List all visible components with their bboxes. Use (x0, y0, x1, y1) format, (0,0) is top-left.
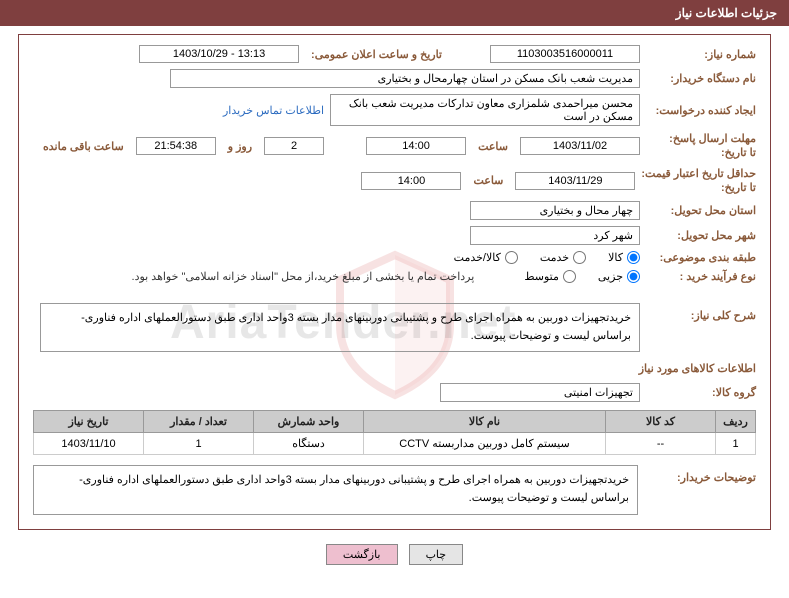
category-goods-radio[interactable] (627, 251, 640, 264)
buyer-desc-field: خریدتجهیزات دوربین به همراه اجرای طرح و … (33, 465, 638, 514)
col-qty-header: تعداد / مقدار (144, 411, 254, 433)
days-and-label: روز و (222, 140, 258, 153)
process-medium-radio[interactable] (563, 270, 576, 283)
print-button[interactable]: چاپ (409, 544, 464, 565)
category-label: طبقه بندی موضوعی: (646, 251, 756, 264)
process-medium-option[interactable]: متوسط (524, 270, 576, 283)
items-section-title: اطلاعات کالاهای مورد نیاز (33, 362, 756, 375)
items-table-header-row: ردیف کد کالا نام کالا واحد شمارش تعداد /… (34, 411, 756, 433)
announce-date-label: تاریخ و ساعت اعلان عمومی: (305, 48, 448, 61)
remaining-label: ساعت باقی مانده (37, 140, 130, 153)
general-desc-label: شرح کلی نیاز: (646, 303, 756, 322)
buyer-org-field: مدیریت شعب بانک مسکن در استان چهارمحال و… (170, 69, 640, 88)
deadline-time-label: ساعت (472, 140, 514, 153)
col-unit-header: واحد شمارش (254, 411, 364, 433)
buyer-desc-label: توضیحات خریدار: (646, 465, 756, 484)
buyer-org-label: نام دستگاه خریدار: (646, 72, 756, 85)
table-row: 1--سیستم کامل دوربین مداربسته CCTVدستگاه… (34, 433, 756, 455)
payment-note: پرداخت تمام یا بخشی از مبلغ خرید،از محل … (132, 270, 475, 283)
process-partial-option[interactable]: جزیی (598, 270, 640, 283)
announce-date-field: 1403/10/29 - 13:13 (139, 45, 299, 63)
general-desc-field: خریدتجهیزات دوربین به همراه اجرای طرح و … (40, 303, 640, 352)
table-cell: -- (606, 433, 716, 455)
process-radio-group: جزیی متوسط (506, 270, 640, 283)
col-code-header: کد کالا (606, 411, 716, 433)
category-both-option[interactable]: کالا/خدمت (454, 251, 518, 264)
main-panel: شماره نیاز: 1103003516000011 تاریخ و ساع… (18, 34, 771, 530)
col-reqdate-header: تاریخ نیاز (34, 411, 144, 433)
process-label: نوع فرآیند خرید : (646, 270, 756, 283)
validity-label: حداقل تاریخ اعتبار قیمت: تا تاریخ: (641, 167, 756, 196)
table-cell: 1403/11/10 (34, 433, 144, 455)
countdown-timer-field: 21:54:38 (136, 137, 216, 155)
validity-date-field: 1403/11/29 (515, 172, 635, 190)
back-button[interactable]: بازگشت (326, 544, 398, 565)
process-partial-radio[interactable] (627, 270, 640, 283)
delivery-province-field: چهار محال و بختیاری (470, 201, 640, 220)
goods-group-label: گروه کالا: (646, 386, 756, 399)
requester-label: ایجاد کننده درخواست: (646, 104, 756, 117)
category-radio-group: کالا خدمت کالا/خدمت (436, 251, 640, 264)
validity-time-label: ساعت (467, 174, 509, 187)
days-remaining-field: 2 (264, 137, 324, 155)
goods-group-field: تجهیزات امنیتی (440, 383, 640, 402)
need-number-label: شماره نیاز: (646, 48, 756, 61)
validity-time-field: 14:00 (361, 172, 461, 190)
need-number-field: 1103003516000011 (490, 45, 640, 63)
table-cell: دستگاه (254, 433, 364, 455)
col-row-header: ردیف (716, 411, 756, 433)
category-service-option[interactable]: خدمت (540, 251, 586, 264)
items-table: ردیف کد کالا نام کالا واحد شمارش تعداد /… (33, 410, 756, 455)
category-both-radio[interactable] (505, 251, 518, 264)
table-cell: 1 (144, 433, 254, 455)
panel-title: جزئیات اطلاعات نیاز (676, 6, 777, 20)
delivery-province-label: استان محل تحویل: (646, 204, 756, 217)
action-button-row: چاپ بازگشت (0, 544, 789, 565)
buyer-contact-link[interactable]: اطلاعات تماس خریدار (223, 104, 324, 117)
table-cell: 1 (716, 433, 756, 455)
category-goods-option[interactable]: کالا (608, 251, 640, 264)
requester-field: محسن میراحمدی شلمزاری معاون تدارکات مدیر… (330, 94, 640, 126)
deadline-date-field: 1403/11/02 (520, 137, 640, 155)
table-cell: سیستم کامل دوربین مداربسته CCTV (364, 433, 606, 455)
col-name-header: نام کالا (364, 411, 606, 433)
delivery-city-field: شهر کرد (470, 226, 640, 245)
deadline-label: مهلت ارسال پاسخ: تا تاریخ: (646, 132, 756, 161)
deadline-time-field: 14:00 (366, 137, 466, 155)
panel-header: جزئیات اطلاعات نیاز (0, 0, 789, 26)
category-service-radio[interactable] (573, 251, 586, 264)
delivery-city-label: شهر محل تحویل: (646, 229, 756, 242)
